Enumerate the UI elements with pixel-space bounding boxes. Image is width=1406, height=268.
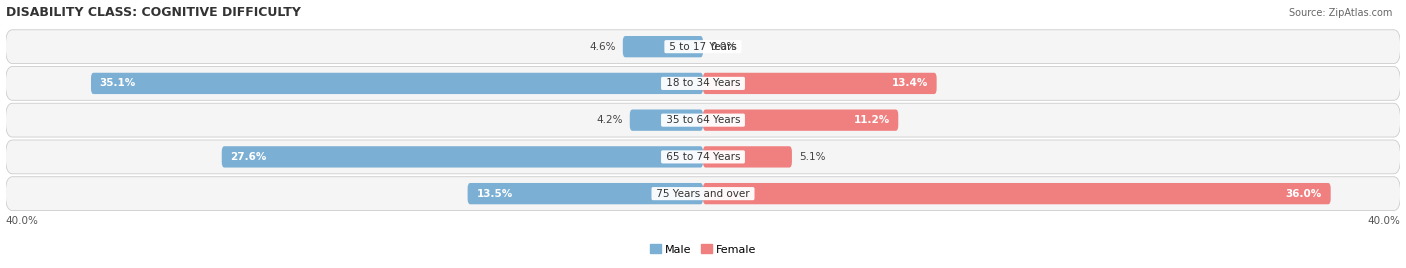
Text: 35.1%: 35.1% (100, 79, 136, 88)
Text: 40.0%: 40.0% (1368, 216, 1400, 226)
FancyBboxPatch shape (6, 177, 1400, 211)
FancyBboxPatch shape (6, 103, 1400, 137)
FancyBboxPatch shape (6, 140, 1400, 174)
FancyBboxPatch shape (703, 183, 1330, 204)
FancyBboxPatch shape (703, 73, 936, 94)
Text: 5 to 17 Years: 5 to 17 Years (666, 42, 740, 52)
Text: 35 to 64 Years: 35 to 64 Years (662, 115, 744, 125)
Text: Source: ZipAtlas.com: Source: ZipAtlas.com (1288, 8, 1392, 18)
FancyBboxPatch shape (468, 183, 703, 204)
Text: 4.6%: 4.6% (589, 42, 616, 52)
Legend: Male, Female: Male, Female (645, 240, 761, 259)
Text: 18 to 34 Years: 18 to 34 Years (662, 79, 744, 88)
Text: 0.0%: 0.0% (710, 42, 737, 52)
Text: 11.2%: 11.2% (853, 115, 890, 125)
FancyBboxPatch shape (222, 146, 703, 168)
Text: 65 to 74 Years: 65 to 74 Years (662, 152, 744, 162)
FancyBboxPatch shape (630, 110, 703, 131)
Text: 40.0%: 40.0% (6, 216, 38, 226)
FancyBboxPatch shape (6, 30, 1400, 64)
Text: 75 Years and over: 75 Years and over (652, 189, 754, 199)
FancyBboxPatch shape (703, 110, 898, 131)
Text: 27.6%: 27.6% (231, 152, 267, 162)
FancyBboxPatch shape (6, 66, 1400, 100)
FancyBboxPatch shape (91, 73, 703, 94)
Text: 13.4%: 13.4% (891, 79, 928, 88)
Text: 4.2%: 4.2% (596, 115, 623, 125)
Text: 36.0%: 36.0% (1285, 189, 1322, 199)
FancyBboxPatch shape (703, 146, 792, 168)
Text: DISABILITY CLASS: COGNITIVE DIFFICULTY: DISABILITY CLASS: COGNITIVE DIFFICULTY (6, 6, 301, 18)
FancyBboxPatch shape (623, 36, 703, 57)
Text: 13.5%: 13.5% (477, 189, 513, 199)
Text: 5.1%: 5.1% (799, 152, 825, 162)
